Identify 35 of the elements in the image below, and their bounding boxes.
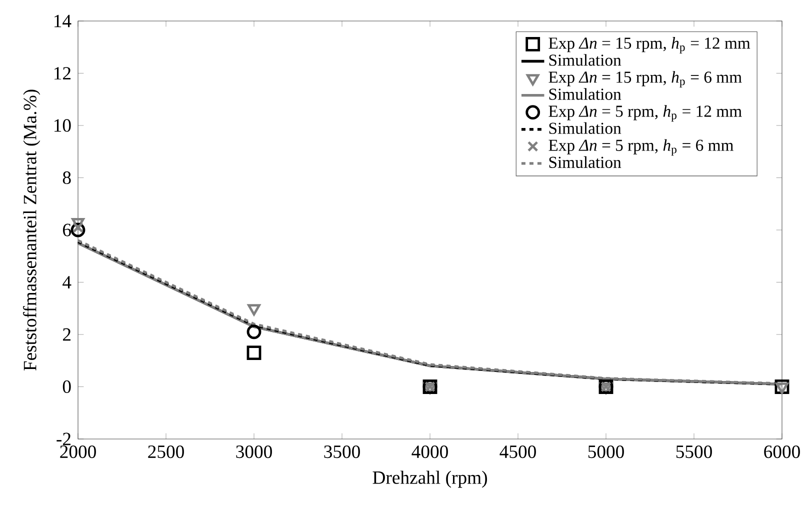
- x-tick-label: 3000: [236, 445, 272, 458]
- legend-label: Exp Δn = 5 rpm, h$_{p}$ = 12 mm: [548, 105, 742, 122]
- x-axis-title: Drehzahl (rpm): [372, 470, 487, 488]
- legend-label: Simulation: [549, 54, 622, 66]
- point: [246, 324, 262, 340]
- legend-label: Exp Δn = 5 rpm, h$_{p}$ = 6 mm: [548, 139, 734, 156]
- x-tick-label: 3500: [324, 445, 360, 458]
- point: [70, 222, 86, 238]
- point: [248, 304, 260, 316]
- x-tick-label: 5500: [676, 445, 712, 458]
- y-axis-title: Feststoffmassenanteil Zentrat (Ma.%): [23, 90, 40, 371]
- point: [774, 380, 790, 394]
- point: [776, 382, 788, 394]
- y-tick-label: 14: [54, 14, 72, 28]
- legend-label: Simulation: [549, 88, 622, 100]
- y-tick-label: 4: [62, 276, 72, 288]
- legend-label: Simulation: [549, 122, 622, 134]
- legend-label: Simulation: [549, 156, 622, 168]
- y-tick-label: 0: [62, 380, 71, 394]
- x-tick-label: 5000: [588, 445, 624, 458]
- x-tick-label: 4500: [500, 445, 536, 458]
- y-tick-label: 6: [62, 224, 71, 236]
- y-tick-label: -2: [56, 432, 70, 446]
- point: [246, 346, 262, 360]
- x-tick-label: 4000: [412, 445, 448, 458]
- legend-label: Exp Δn = 15 rpm, h$_{p}$ = 6 mm: [548, 71, 742, 88]
- x-tick-label: 2000: [60, 445, 96, 458]
- y-tick-label: 12: [54, 67, 70, 80]
- x-tick-label: 2500: [148, 445, 184, 458]
- y-tick-label: 8: [62, 171, 71, 184]
- y-tick-label: 10: [54, 119, 71, 132]
- y-tick-label: 2: [63, 328, 70, 341]
- x-tick-label: 6000: [764, 445, 800, 458]
- point: [72, 218, 84, 230]
- legend-label: Exp Δn = 15 rpm, h$_{p}$ = 12 mm: [548, 37, 750, 54]
